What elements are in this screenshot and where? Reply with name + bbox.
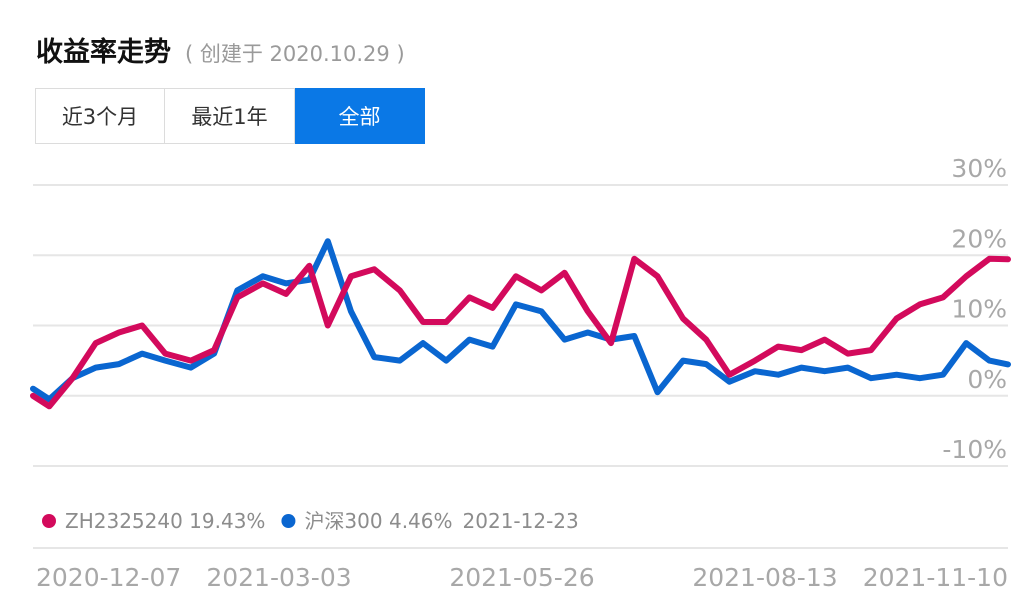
legend-label-0: ZH2325240 19.43%: [65, 509, 265, 533]
y-tick-label-1: 20%: [951, 224, 1007, 253]
y-tick-label-2: 10%: [951, 295, 1007, 324]
legend-marker-0: [42, 514, 56, 528]
y-tick-label-4: -10%: [942, 435, 1007, 464]
legend-label-1: 沪深300 4.46%: [304, 509, 452, 533]
legend-date: 2021-12-23: [463, 509, 579, 533]
x-tick-label-2: 2021-05-26: [449, 563, 594, 592]
x-tick-label-0: 2020-12-07: [36, 563, 181, 592]
x-tick-label-4: 2021-11-10: [863, 563, 1008, 592]
x-tick-label-3: 2021-08-13: [692, 563, 837, 592]
y-tick-label-3: 0%: [967, 365, 1007, 394]
tab-all[interactable]: 全部: [295, 88, 425, 144]
y-tick-label-0: 30%: [951, 154, 1007, 183]
chart-header: 收益率走势 ( 创建于 2020.10.29 ): [36, 30, 405, 69]
tab-1-year[interactable]: 最近1年: [165, 88, 295, 144]
chart-title: 收益率走势: [36, 37, 171, 68]
created-date: ( 创建于 2020.10.29 ): [185, 42, 405, 66]
legend-marker-1: [281, 514, 296, 528]
range-tabs: 近3个月 最近1年 全部: [35, 88, 425, 144]
series-line-0: [30, 255, 1011, 410]
series-line-1: [30, 238, 1011, 403]
x-tick-label-1: 2021-03-03: [206, 563, 351, 592]
tab-3-months[interactable]: 近3个月: [35, 88, 165, 144]
